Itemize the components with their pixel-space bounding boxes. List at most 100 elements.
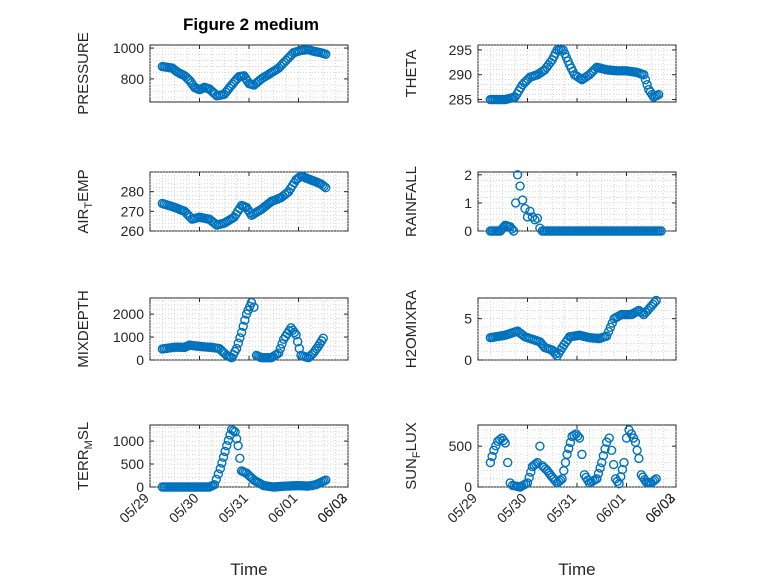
y-axis-label: RAINFALL <box>403 166 420 237</box>
data-point <box>249 302 259 312</box>
data-point <box>593 468 604 479</box>
x-tick-label: 06/03 <box>642 490 678 526</box>
data-point <box>230 427 240 437</box>
y-tick-label: 270 <box>121 203 145 219</box>
data-point <box>577 449 587 460</box>
y-axis-label: THETA <box>403 49 420 97</box>
y-axis-label: PRESSURE <box>75 32 92 115</box>
data-point <box>235 333 245 343</box>
data-point <box>217 458 227 468</box>
y-tick-label: 0 <box>136 352 144 368</box>
y-tick-label: 500 <box>449 438 473 454</box>
y-tick-label: 295 <box>449 42 473 58</box>
data-point <box>233 338 243 348</box>
data-point <box>564 443 574 454</box>
data-point <box>291 330 301 340</box>
data-point <box>213 469 224 479</box>
data-point <box>507 224 517 234</box>
data-point <box>222 440 232 451</box>
data-point <box>634 453 644 464</box>
y-axis-label: TERRMSL <box>75 422 95 490</box>
y-tick-label: 285 <box>449 92 473 108</box>
data-point <box>562 449 572 460</box>
data-point <box>489 445 499 455</box>
data-point <box>321 49 331 59</box>
data-point <box>595 463 605 473</box>
data-point <box>640 74 651 85</box>
x-tick-label: 06/01 <box>265 490 301 526</box>
data-point <box>321 475 331 485</box>
data-point <box>653 89 664 100</box>
data-point <box>289 327 300 338</box>
data-point <box>515 181 525 191</box>
y-axis-label: MIXDEPTH <box>75 290 92 368</box>
y-axis-label: SUNFLUX <box>403 422 423 490</box>
data-point <box>485 457 496 468</box>
data-point <box>649 475 660 485</box>
data-point <box>605 322 616 333</box>
y-tick-label: 290 <box>449 67 473 83</box>
x-tick-label: 05/30 <box>494 490 530 526</box>
data-point <box>503 457 513 468</box>
data-point <box>651 474 661 484</box>
x-axis-label: Time <box>558 560 595 579</box>
y-tick-label: 0 <box>136 479 144 495</box>
data-point <box>604 433 614 443</box>
y-axis-label: AIRTEMP <box>75 169 95 233</box>
data-point <box>487 451 497 462</box>
data-point <box>602 331 612 341</box>
x-tick-label: 05/29 <box>116 490 152 526</box>
y-tick-label: 0 <box>464 479 472 495</box>
y-tick-label: 1 <box>464 195 472 211</box>
data-point <box>274 348 284 358</box>
y-tick-label: 260 <box>121 223 145 239</box>
data-point <box>619 457 629 468</box>
data-point <box>294 343 305 354</box>
figure-title: Figure 2 medium <box>183 15 319 34</box>
data-point <box>277 339 287 349</box>
data-point <box>639 70 649 80</box>
y-tick-label: 800 <box>121 71 145 87</box>
data-point <box>231 343 242 354</box>
data-point <box>522 478 533 488</box>
data-point <box>211 474 222 485</box>
data-point <box>500 438 510 448</box>
data-point <box>606 445 617 455</box>
data-point <box>246 297 257 308</box>
data-point <box>235 453 245 463</box>
data-point <box>569 430 579 440</box>
y-tick-label: 1000 <box>113 329 144 345</box>
data-point <box>532 213 543 224</box>
data-point <box>240 315 250 325</box>
subplot-1: 800 1000 PRESSURE <box>75 32 349 115</box>
data-point <box>508 226 519 236</box>
data-point <box>565 437 576 448</box>
y-tick-label: 1000 <box>113 433 144 449</box>
data-point <box>550 476 561 486</box>
data-point <box>218 452 229 462</box>
subplot-5: 0 1000 2000 MIXDEPTH <box>75 290 349 368</box>
y-tick-label: 500 <box>121 456 145 472</box>
subplot-4: 0 1 2 RAINFALL <box>403 166 677 239</box>
data-point <box>319 181 329 192</box>
y-tick-label: 5 <box>464 311 472 327</box>
y-tick-label: 280 <box>121 184 145 200</box>
data-point <box>592 474 602 484</box>
subplot-3: 260 270 280 AIRTEMP <box>75 169 349 239</box>
data-point <box>236 327 247 338</box>
data-point <box>292 336 303 347</box>
x-axis-label: Time <box>230 560 267 579</box>
data-point <box>215 463 225 474</box>
y-tick-label: 2 <box>464 167 472 183</box>
data-point <box>642 79 652 90</box>
data-point <box>637 308 647 318</box>
data-point <box>318 333 328 343</box>
y-tick-label: 0 <box>464 223 472 239</box>
x-tick-label: 05/29 <box>444 490 480 526</box>
subplot-2: 285 290 295 THETA <box>403 42 677 108</box>
data-point <box>597 457 607 468</box>
data-point <box>651 295 661 306</box>
y-tick-label: 2000 <box>113 306 144 322</box>
